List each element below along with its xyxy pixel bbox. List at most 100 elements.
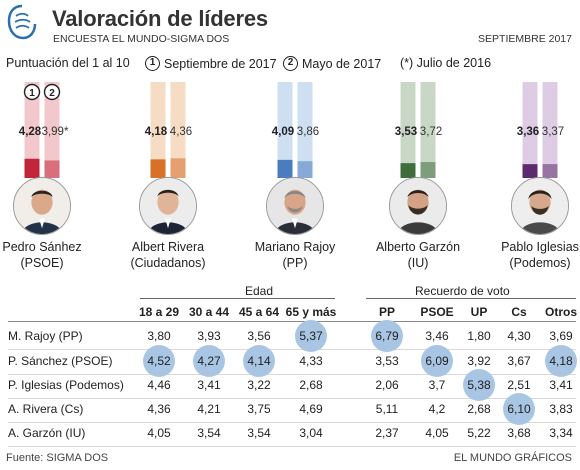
- bar-may2017-5: [542, 164, 558, 178]
- bar-background-2-s2: [170, 82, 186, 178]
- bar-background-5-s1: [522, 82, 538, 178]
- cell-vote-4-4: 6,10: [496, 393, 542, 425]
- page-subtitle: ENCUESTA EL MUNDO-SIGMA DOS: [53, 33, 230, 45]
- cell-vote-2-2: 6,09: [414, 345, 460, 377]
- cell-age-3-3: 3,22: [247, 378, 271, 392]
- bar-background-4-s2: [420, 82, 436, 178]
- row-label-3: P. Iglesias (Podemos): [8, 378, 124, 392]
- bar-background-1-s2: [44, 82, 60, 178]
- legend-series-1: 1 Septiembre de 2017: [145, 56, 277, 71]
- row-separator-2: [8, 374, 576, 375]
- leader-name-garzon: Alberto Garzón (IU): [375, 240, 461, 270]
- bar-sep2017-3: [277, 159, 293, 178]
- cell-vote-3-5: 3,41: [549, 378, 573, 392]
- cell-vote-4-5: 3,83: [549, 402, 573, 416]
- group-divider-age: [140, 298, 335, 299]
- value-label-sep2017-2: 4,18: [145, 126, 168, 138]
- cell-age-5-2: 3,54: [197, 426, 221, 440]
- cell-vote-5-2: 4,05: [425, 426, 449, 440]
- el-mundo-logo-icon: [6, 4, 38, 40]
- credit-note: EL MUNDO GRÁFICOS: [453, 452, 572, 464]
- cell-vote-2-1: 3,53: [375, 354, 399, 368]
- bar-sep2017-1: [24, 158, 40, 178]
- series-marker-2: [43, 83, 61, 101]
- value-label-may2017-3: 3,86: [297, 126, 319, 138]
- cell-vote-4-1: 5,11: [375, 402, 399, 416]
- cell-age-1-3: 3,56: [247, 329, 271, 343]
- row-label-1: M. Rajoy (PP): [8, 329, 83, 343]
- cell-age-2-4: 4,33: [299, 354, 323, 368]
- cell-age-5-1: 4,05: [147, 426, 171, 440]
- source-note: Fuente: SIGMA DOS: [6, 452, 109, 464]
- cell-vote-5-1: 2,37: [375, 426, 399, 440]
- cell-age-2-3: 4,14: [236, 345, 282, 377]
- bar-may2017-2: [170, 158, 186, 178]
- cell-age-1-4: 5,37: [288, 320, 334, 352]
- cell-vote-1-4: 4,30: [507, 329, 531, 343]
- cell-vote-2-5: 4,18: [538, 345, 580, 377]
- avatar-sanchez: [13, 177, 71, 235]
- legend-series-1-label: Septiembre de 2017: [164, 56, 277, 71]
- value-label-sep2017-3: 4,09: [272, 126, 294, 138]
- chart-legend: Puntuación del 1 al 10 1 Septiembre de 2…: [0, 56, 580, 74]
- cell-vote-1-2: 3,46: [425, 329, 449, 343]
- cell-vote-3-1: 2,06: [375, 378, 399, 392]
- cell-vote-3-4: 2,51: [507, 378, 531, 392]
- bar-sep2017-5: [522, 164, 538, 178]
- cell-age-1-2: 3,93: [197, 329, 221, 343]
- value-label-may2017-2: 4,36: [170, 126, 192, 138]
- leader-name-rajoy: Mariano Rajoy (PP): [254, 240, 336, 270]
- cell-vote-5-3: 5,22: [467, 426, 491, 440]
- leader-name-sanchez: Pedro Sánhez (PSOE): [2, 240, 82, 270]
- cell-vote-5-4: 3,68: [507, 426, 531, 440]
- cell-age-5-4: 3,04: [299, 426, 323, 440]
- legend-series-1-marker: 1: [145, 56, 160, 71]
- avatar-rajoy: [266, 177, 324, 235]
- legend-series-2-marker: 2: [283, 56, 298, 71]
- row-label-4: A. Rivera (Cs): [8, 402, 84, 416]
- cell-vote-1-1: 6,79: [364, 320, 410, 352]
- cell-vote-2-4: 3,67: [507, 354, 531, 368]
- survey-date: SEPTIEMBRE 2017: [478, 33, 572, 45]
- group-header-vote: Recuerdo de voto: [415, 284, 510, 298]
- cell-age-3-2: 3,41: [197, 378, 221, 392]
- cell-age-4-2: 4,21: [197, 402, 221, 416]
- legend-series-2-label: Mayo de 2017: [302, 56, 382, 71]
- bar-sep2017-4: [400, 163, 416, 178]
- col-header-vote-2: PSOE: [420, 305, 454, 319]
- col-header-age-3: 45 a 64: [238, 305, 280, 319]
- header-separator: [8, 321, 576, 322]
- cell-age-5-3: 3,54: [247, 426, 271, 440]
- row-separator-5: [8, 446, 576, 447]
- cell-age-3-1: 4,46: [147, 378, 171, 392]
- cell-age-2-2: 4,27: [186, 345, 232, 377]
- value-label-sep2017-5: 3,36: [517, 126, 539, 138]
- legend-note: (*) Julio de 2016: [400, 56, 492, 70]
- bar-background-4-s1: [400, 82, 416, 178]
- cell-vote-5-5: 3,34: [549, 426, 573, 440]
- bar-background-5-s2: [542, 82, 558, 178]
- col-header-vote-5: Otros: [544, 305, 577, 319]
- series-marker-text-1: 1: [29, 88, 35, 99]
- cell-vote-4-2: 4,2: [428, 402, 446, 416]
- col-header-vote-3: UP: [470, 305, 488, 319]
- page-title: Valoración de líderes: [52, 6, 268, 31]
- leader-name-iglesias: Pablo Iglesias (Podemos): [501, 240, 579, 270]
- col-header-age-1: 18 a 29: [138, 305, 180, 319]
- row-label-2: P. Sánchez (PSOE): [8, 354, 113, 368]
- bar-may2017-1: [44, 160, 60, 178]
- cell-age-4-1: 4,36: [147, 402, 171, 416]
- bar-background-3-s2: [297, 82, 313, 178]
- legend-series-2: 2 Mayo de 2017: [283, 56, 381, 71]
- group-header-age: Edad: [245, 284, 274, 298]
- row-separator-1: [8, 349, 576, 350]
- avatar-garzon: [389, 177, 447, 235]
- cell-age-3-4: 2,68: [299, 378, 323, 392]
- bar-may2017-4: [420, 162, 436, 178]
- cell-vote-2-3: 3,92: [467, 354, 491, 368]
- value-label-may2017-5: 3,37: [542, 126, 564, 138]
- row-separator-3: [8, 398, 576, 399]
- value-label-sep2017-4: 3,53: [395, 126, 417, 138]
- cell-vote-1-5: 3,69: [549, 329, 573, 343]
- cell-vote-3-3: 5,38: [456, 369, 502, 401]
